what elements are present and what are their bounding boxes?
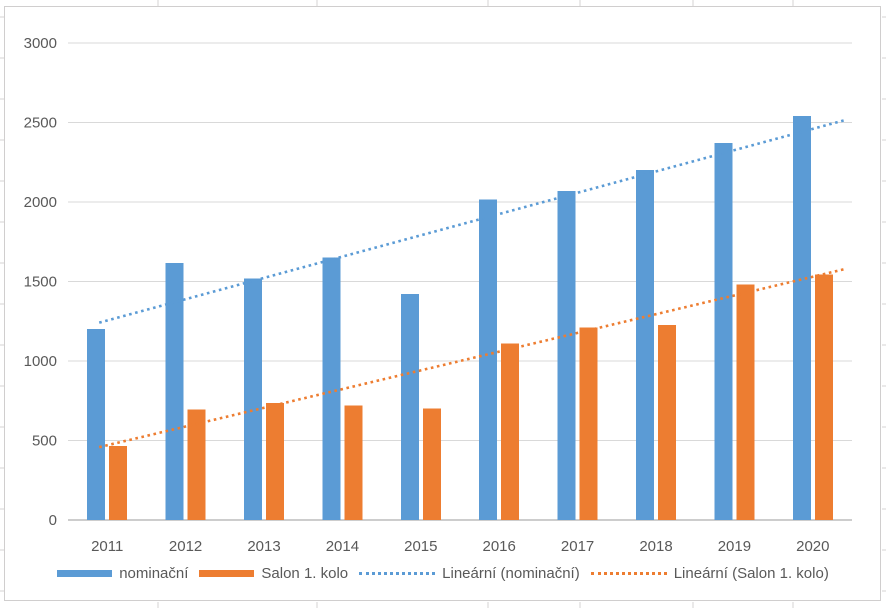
bar-nominacni-2016[interactable] (479, 199, 498, 521)
bar-salon-2017[interactable] (579, 327, 598, 520)
bar-salon-2014[interactable] (344, 405, 363, 520)
bar-salon-2020[interactable] (814, 274, 833, 520)
legend-label: Lineární (nominační) (442, 564, 580, 582)
x-category-label: 2013 (247, 538, 280, 555)
bar-salon-2016[interactable] (501, 343, 520, 520)
bar-nominacni-2014[interactable] (322, 257, 341, 520)
bar-salon-2015[interactable] (422, 408, 441, 520)
legend-item-linear-nominacni[interactable]: Lineární (nominační) (359, 565, 580, 582)
legend-item-nominacni[interactable]: nominační (57, 565, 188, 582)
legend-item-salon[interactable]: Salon 1. kolo (199, 565, 348, 582)
bar-nominacni-2017[interactable] (557, 190, 576, 520)
bar-nominacni-2019[interactable] (714, 143, 733, 521)
bar-nominacni-2018[interactable] (636, 170, 654, 520)
x-category-label: 2011 (91, 538, 123, 555)
x-category-label: 2015 (404, 538, 437, 555)
legend-label: Salon 1. kolo (261, 564, 349, 582)
x-category-label: 2018 (639, 538, 672, 555)
y-tick-label: 1000 (24, 353, 57, 370)
bar-nominacni-2013[interactable] (244, 278, 262, 520)
x-category-label: 2016 (483, 538, 516, 555)
bar-nominacni-2015[interactable] (400, 294, 419, 520)
legend-swatch-bar-blue (57, 569, 113, 577)
y-tick-label: 3000 (24, 35, 57, 52)
legend-swatch-dotted-orange (590, 571, 667, 575)
y-tick-label: 0 (49, 512, 57, 529)
legend-swatch-dotted-blue (359, 571, 436, 575)
bar-nominacni-2012[interactable] (165, 263, 184, 520)
x-category-label: 2012 (169, 538, 202, 555)
legend-item-linear-salon[interactable]: Lineární (Salon 1. kolo) (590, 564, 829, 582)
y-tick-label: 2500 (24, 115, 57, 132)
y-tick-label: 500 (32, 433, 57, 450)
bar-nominacni-2011[interactable] (87, 329, 106, 520)
x-category-label: 2020 (796, 538, 829, 555)
bar-salon-2012[interactable] (187, 409, 206, 520)
bar-salon-2019[interactable] (736, 284, 755, 520)
y-tick-label: 1500 (24, 274, 57, 291)
chart-area[interactable] (4, 6, 881, 601)
x-category-label: 2017 (561, 538, 594, 555)
legend-label: nominační (119, 564, 189, 582)
bar-salon-2018[interactable] (658, 325, 676, 520)
x-category-label: 2019 (718, 538, 751, 555)
legend-swatch-bar-orange (199, 569, 255, 577)
y-tick-label: 2000 (24, 194, 57, 211)
x-category-label: 2014 (326, 538, 359, 555)
legend-label: Lineární (Salon 1. kolo) (673, 564, 829, 582)
trendline-salon[interactable] (98, 267, 846, 449)
bar-salon-2013[interactable] (266, 403, 284, 520)
trendline-nominacni[interactable] (98, 118, 846, 324)
bar-salon-2011[interactable] (109, 446, 128, 520)
bar-nominacni-2020[interactable] (792, 116, 811, 520)
chart-legend: nominační Salon 1. kolo Lineární (nomina… (0, 561, 886, 585)
